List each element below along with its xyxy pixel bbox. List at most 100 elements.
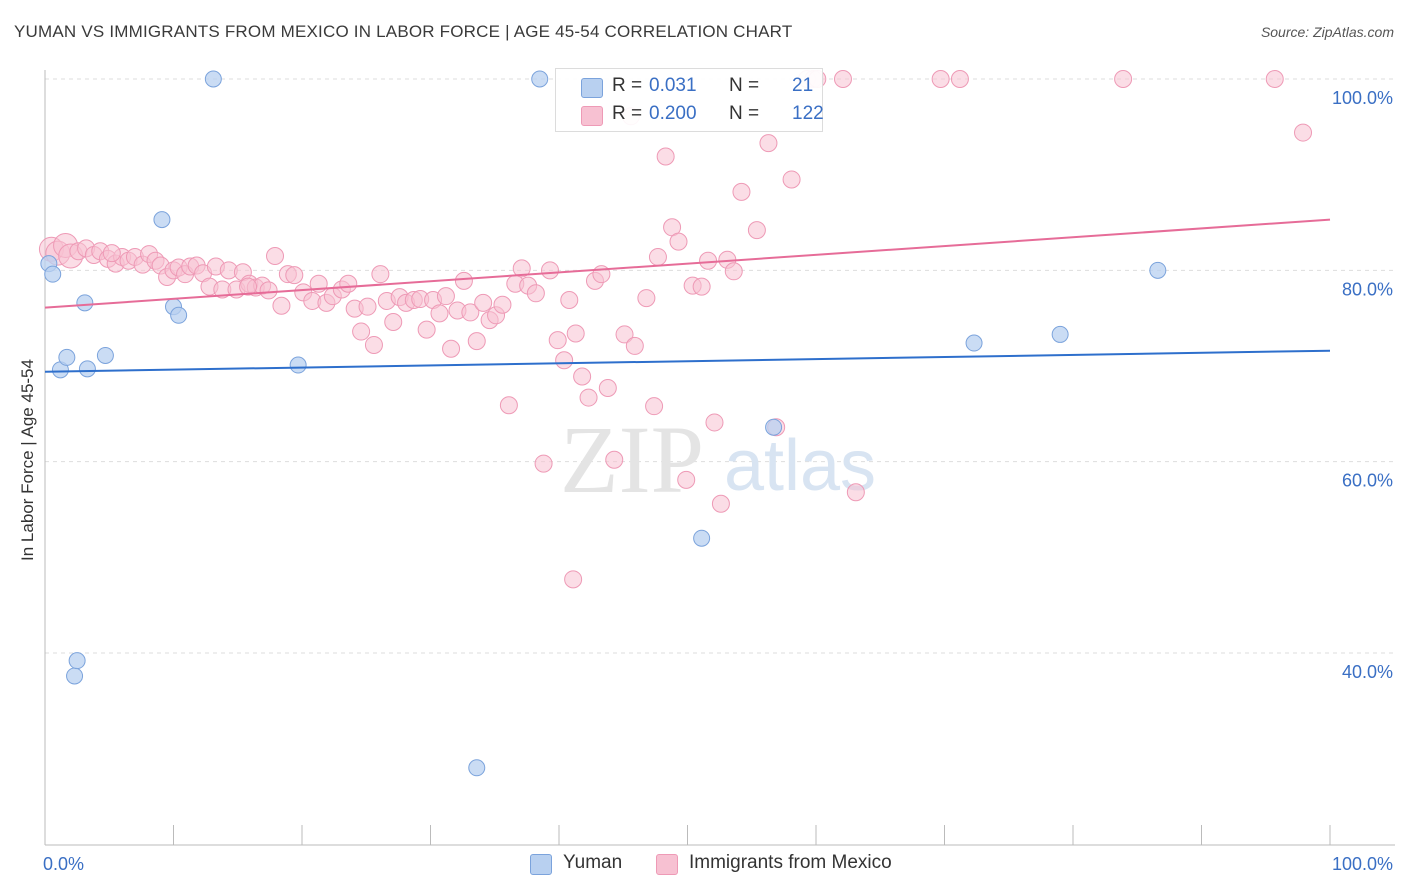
data-point-mexico	[1294, 123, 1313, 142]
data-point-yuman	[693, 529, 711, 547]
data-point-mexico	[759, 134, 778, 153]
r-label: R =	[612, 75, 643, 96]
data-point-mexico	[358, 297, 377, 316]
x-tick-label: 100.0%	[1332, 854, 1393, 874]
data-point-yuman	[468, 759, 486, 777]
chart-title: YUMAN VS IMMIGRANTS FROM MEXICO IN LABOR…	[14, 22, 793, 41]
data-point-mexico	[339, 274, 358, 293]
data-point-mexico	[555, 351, 574, 370]
data-point-mexico	[560, 290, 579, 309]
data-point-mexico	[467, 332, 486, 351]
data-point-mexico	[656, 147, 675, 166]
data-point-mexico	[732, 182, 751, 201]
data-point-mexico	[364, 335, 383, 354]
data-point-mexico	[846, 483, 865, 502]
data-point-mexico	[782, 170, 801, 189]
series-immigrants-from-mexico	[38, 70, 1313, 589]
data-point-mexico	[512, 259, 531, 278]
trend-line-yuman	[44, 349, 1331, 373]
source-label: Source: ZipAtlas.com	[1260, 24, 1394, 40]
data-point-mexico	[352, 322, 371, 341]
stats-box: R = 0.031 N = 21 R = 0.200 N = 122	[555, 68, 824, 132]
x-tick-label: 0.0%	[43, 854, 84, 874]
y-tick-label: 60.0%	[1342, 471, 1393, 491]
trend-line-mexico	[44, 218, 1331, 309]
data-point-mexico	[747, 221, 766, 240]
trend-lines	[44, 218, 1331, 373]
data-point-mexico	[442, 339, 461, 358]
data-point-mexico	[677, 470, 696, 489]
data-point-yuman	[1149, 261, 1167, 279]
data-point-mexico	[1265, 70, 1284, 88]
data-point-mexico	[573, 367, 592, 386]
legend-label: Yuman	[563, 852, 623, 873]
data-point-yuman	[153, 211, 171, 229]
data-point-yuman	[66, 667, 84, 685]
data-point-yuman	[58, 348, 76, 366]
data-point-mexico	[272, 296, 291, 315]
data-point-mexico	[692, 277, 711, 296]
data-point-yuman	[76, 294, 94, 312]
data-point-mexico	[724, 262, 743, 281]
yuman-swatch	[530, 854, 552, 875]
watermark-zip: ZIP	[560, 406, 704, 513]
y-tick-label: 100.0%	[1332, 88, 1393, 108]
data-point-yuman	[965, 334, 983, 352]
data-point-mexico	[541, 261, 560, 280]
data-point-mexico	[259, 281, 278, 300]
data-point-yuman	[44, 265, 62, 283]
r-value: 0.031	[649, 75, 697, 96]
data-point-mexico	[384, 312, 403, 331]
y-tick-label: 40.0%	[1342, 662, 1393, 682]
data-point-mexico	[705, 413, 724, 432]
data-point-mexico	[436, 287, 455, 306]
data-point-mexico	[371, 265, 390, 284]
stats-row-mexico: R = 0.200 N = 122	[556, 100, 824, 130]
data-point-mexico	[474, 293, 493, 312]
data-point-yuman	[289, 356, 307, 374]
data-point-mexico	[285, 266, 304, 285]
grid-lines	[45, 78, 1395, 654]
r-label: R =	[612, 103, 643, 124]
data-point-mexico	[493, 295, 512, 314]
y-tick-label: 80.0%	[1342, 279, 1393, 299]
n-label: N =	[729, 103, 760, 124]
data-point-yuman	[531, 70, 549, 88]
data-point-mexico	[239, 277, 258, 296]
data-point-mexico	[711, 494, 730, 513]
data-point-mexico	[648, 247, 667, 266]
data-point-mexico	[579, 388, 598, 407]
data-point-mexico	[102, 244, 121, 263]
data-point-mexico	[499, 396, 518, 415]
data-point-mexico	[833, 70, 852, 88]
data-point-yuman	[68, 652, 86, 670]
data-point-mexico	[615, 325, 634, 344]
n-value: 122	[792, 103, 824, 124]
y-axis-label: In Labor Force | Age 45-54	[18, 359, 37, 561]
data-point-yuman	[96, 346, 114, 364]
data-point-mexico	[605, 450, 624, 469]
data-point-mexico	[699, 251, 718, 270]
data-point-yuman	[1051, 325, 1069, 343]
legend-label: Immigrants from Mexico	[689, 852, 892, 873]
data-point-mexico	[564, 570, 583, 589]
data-point-yuman	[765, 418, 783, 436]
data-point-mexico	[526, 284, 545, 303]
data-point-yuman	[78, 360, 96, 378]
data-point-mexico	[266, 246, 285, 265]
data-point-mexico	[461, 303, 480, 322]
data-point-mexico	[637, 289, 656, 308]
data-point-mexico	[566, 324, 585, 343]
n-label: N =	[729, 75, 760, 96]
data-point-mexico	[931, 70, 950, 88]
tick-labels: 40.0% 60.0% 80.0% 100.0% 0.0% 100.0%	[43, 88, 1393, 874]
data-point-yuman	[170, 306, 188, 324]
r-value: 0.200	[649, 103, 697, 124]
data-point-mexico	[625, 336, 644, 355]
mexico-swatch	[656, 854, 678, 875]
data-point-mexico	[1114, 70, 1133, 88]
axes	[44, 70, 1395, 846]
mexico-swatch	[581, 106, 603, 126]
data-point-yuman	[204, 70, 222, 88]
